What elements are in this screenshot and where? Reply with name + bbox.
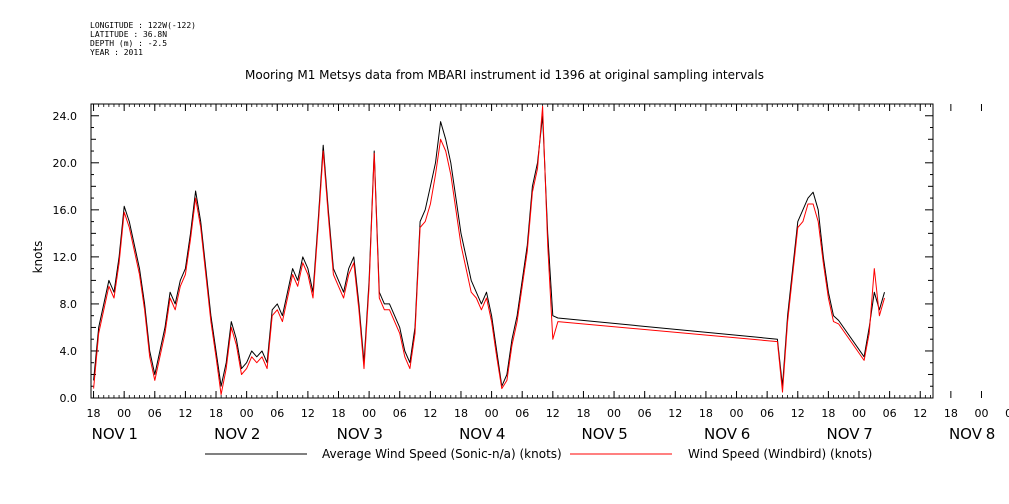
x-tick-label: 18 [454, 407, 468, 420]
x-month-label: NOV [949, 425, 983, 443]
legend-windbird-label: Wind Speed (Windbird) (knots) [688, 447, 872, 461]
x-day-label: 7 [863, 425, 873, 443]
x-tick-label: 06 [393, 407, 407, 420]
meta-longitude: LONGITUDE : 122W(-122) [90, 21, 196, 30]
x-tick-label: 18 [944, 407, 958, 420]
legend: Average Wind Speed (Sonic-n/a) (knots) Wi… [205, 447, 872, 461]
x-month-label: NOV [582, 425, 616, 443]
y-tick-label: 20.0 [53, 157, 78, 170]
x-tick-label: 12 [791, 407, 805, 420]
y-axis-label: knots [31, 241, 45, 274]
series-line-windbird [93, 105, 885, 395]
x-tick-label: 00 [117, 407, 131, 420]
x-tick-label: 12 [301, 407, 315, 420]
y-tick-label: 4.0 [60, 345, 78, 358]
meta-year: YEAR : 2011 [90, 48, 143, 57]
metadata-block: LONGITUDE : 122W(-122) LATITUDE : 36.8N … [90, 21, 196, 57]
y-tick-label: 8.0 [60, 298, 78, 311]
x-tick-label: 06 [270, 407, 284, 420]
x-tick-label: 18 [87, 407, 101, 420]
x-tick-label: 00 [362, 407, 376, 420]
x-tick-label: 12 [178, 407, 192, 420]
x-tick-label: 12 [913, 407, 927, 420]
x-tick-label: 06 [760, 407, 774, 420]
x-tick-label: 06 [148, 407, 162, 420]
x-day-label: 4 [496, 425, 506, 443]
plot-axes: 18 00 06 12 18 00 06 12 18 00 06 12 18 00 06 12 18 00 06 12… [53, 103, 1009, 443]
x-tick-label: 12 [423, 407, 437, 420]
x-day-label: 3 [373, 425, 383, 443]
meta-latitude: LATITUDE : 36.8N [90, 30, 168, 39]
x-tick-label: 18 [576, 407, 590, 420]
x-month-label: NOV [337, 425, 371, 443]
x-month-label: NOV [459, 425, 493, 443]
plot-series [93, 105, 885, 395]
x-tick-label: 00 [852, 407, 866, 420]
y-tick-label: 16.0 [53, 204, 78, 217]
y-tick-label: 12.0 [53, 251, 78, 264]
x-tick-label: 00 [730, 407, 744, 420]
x-tick-label: 12 [546, 407, 560, 420]
x-month-label: NOV [826, 425, 860, 443]
plot-frame [90, 103, 934, 399]
x-tick-label: 06 [1005, 407, 1009, 420]
x-day-label: 8 [986, 425, 996, 443]
meta-depth: DEPTH (m) : -2.5 [90, 39, 168, 48]
x-tick-label: 06 [883, 407, 897, 420]
x-tick-label: 06 [515, 407, 529, 420]
x-tick-label: 00 [240, 407, 254, 420]
x-tick-label: 12 [668, 407, 682, 420]
x-month-label: NOV [214, 425, 248, 443]
x-tick-label: 18 [699, 407, 713, 420]
x-tick-label: 18 [209, 407, 223, 420]
series-line-average-wind-speed [93, 115, 885, 387]
x-month-label: NOV [704, 425, 738, 443]
x-tick-label: 00 [607, 407, 621, 420]
x-day-label: 5 [618, 425, 628, 443]
x-day-label: 1 [128, 425, 138, 443]
y-tick-label: 0.0 [60, 392, 78, 405]
x-tick-label: 00 [974, 407, 988, 420]
legend-average-wind-speed-label: Average Wind Speed (Sonic-n/a) (knots) [322, 447, 562, 461]
x-day-label: 6 [741, 425, 751, 443]
chart-title: Mooring M1 Metsys data from MBARI instru… [245, 68, 764, 82]
x-month-label: NOV [92, 425, 126, 443]
x-tick-label: 18 [331, 407, 345, 420]
x-day-label: 2 [251, 425, 261, 443]
x-tick-label: 00 [485, 407, 499, 420]
y-tick-label: 24.0 [53, 110, 78, 123]
x-tick-label: 06 [638, 407, 652, 420]
x-tick-label: 18 [821, 407, 835, 420]
